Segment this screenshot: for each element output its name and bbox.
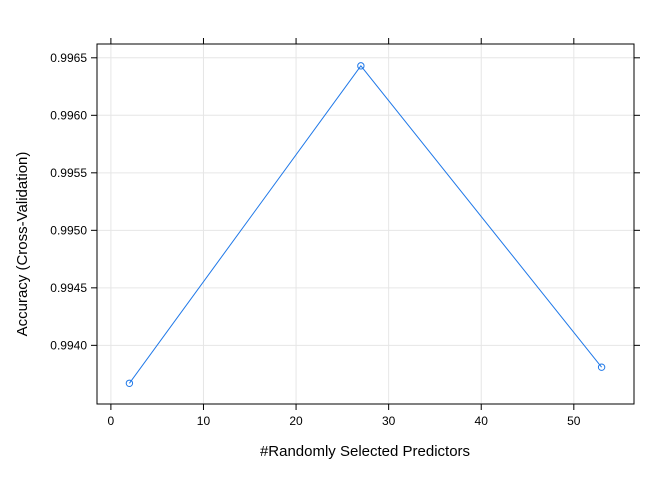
plot-frame (96, 43, 635, 405)
y-tick-label: 0.9945 (50, 281, 87, 295)
x-tick-label: 50 (567, 414, 581, 428)
y-tick-label: 0.9965 (50, 51, 87, 65)
x-tick-label: 20 (289, 414, 303, 428)
y-tick-label: 0.9950 (50, 223, 87, 237)
series-line (129, 65, 602, 384)
x-axis-title: #Randomly Selected Predictors (260, 443, 470, 460)
y-tick-label: 0.9955 (50, 166, 87, 180)
x-tick-label: 0 (108, 414, 115, 428)
data-point (357, 62, 365, 70)
y-tick-label: 0.9960 (50, 108, 87, 122)
data-point (597, 363, 606, 371)
x-tick-label: 30 (382, 414, 396, 428)
x-tick-label: 40 (475, 414, 489, 428)
x-tick-label: 10 (197, 414, 211, 428)
grid-lines (97, 44, 634, 404)
y-axis-title: Accuracy (Cross-Validation) (14, 152, 31, 337)
data-point (125, 379, 134, 387)
y-tick-label: 0.9940 (50, 338, 87, 352)
